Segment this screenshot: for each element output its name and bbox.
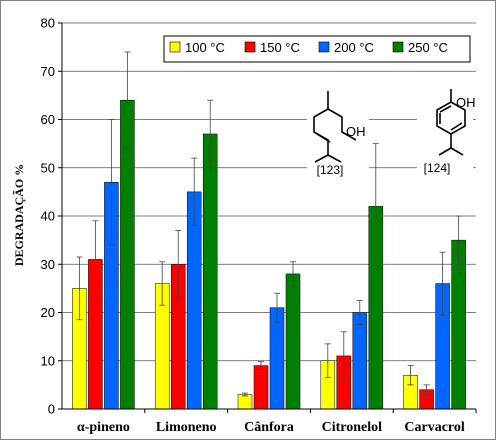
legend: 100 °C 150 °C 200 °C 250 °C: [163, 35, 471, 63]
legend-label-200: 200 °C: [334, 40, 374, 55]
ref-123-label: [123]: [317, 163, 344, 177]
category-label-0: α-pineno: [77, 420, 130, 435]
bar-2-1: [253, 365, 269, 410]
y-tick-label-10: 10: [41, 353, 55, 368]
y-tick-labels: 0 10 20 30 40 50 60 70 80: [41, 16, 55, 417]
y-tick-label-60: 60: [41, 112, 55, 127]
bar-2-3: [285, 273, 301, 410]
carvacrol-structure: [417, 81, 473, 177]
category-label-4: Carvacrol: [404, 420, 464, 435]
bar-1-3: [202, 133, 218, 410]
bar-4-3: [451, 239, 466, 410]
bar-2-0: [237, 394, 253, 410]
y-tick-label-70: 70: [41, 64, 55, 79]
y-tick-label-0: 0: [48, 402, 55, 417]
category-label-1: Limoneno: [156, 420, 217, 435]
y-tick-label-40: 40: [41, 209, 55, 224]
bar-3-2: [352, 312, 368, 410]
legend-swatch-200: [318, 41, 330, 53]
y-tick-label-30: 30: [41, 257, 55, 272]
category-labels: α-pineno Limoneno Cânfora Citronelol Carvacr…: [77, 420, 465, 435]
category-label-2: Cânfora: [244, 420, 294, 435]
citronellol-structure: [307, 81, 369, 177]
legend-label-150: 150 °C: [260, 40, 300, 55]
carvacrol-oh-label: OH: [456, 95, 476, 110]
bars: [72, 51, 466, 410]
y-tick-label-20: 20: [41, 305, 55, 320]
legend-box: [163, 35, 471, 63]
axes: [58, 22, 477, 413]
y-tick-label-50: 50: [41, 160, 55, 175]
legend-label-250: 250 °C: [408, 40, 448, 55]
y-tick-label-80: 80: [41, 16, 55, 31]
ref-124-label: [124]: [424, 161, 451, 175]
legend-swatch-250: [392, 41, 404, 53]
category-label-3: Citronelol: [322, 420, 383, 435]
bar-2-2: [269, 307, 285, 410]
legend-label-100: 100 °C: [185, 40, 225, 55]
y-axis-label: DEGRADAÇÃO %: [12, 164, 26, 266]
legend-swatch-100: [169, 41, 181, 53]
citronellol-oh-label: OH: [346, 124, 366, 139]
legend-swatch-150: [244, 41, 256, 53]
